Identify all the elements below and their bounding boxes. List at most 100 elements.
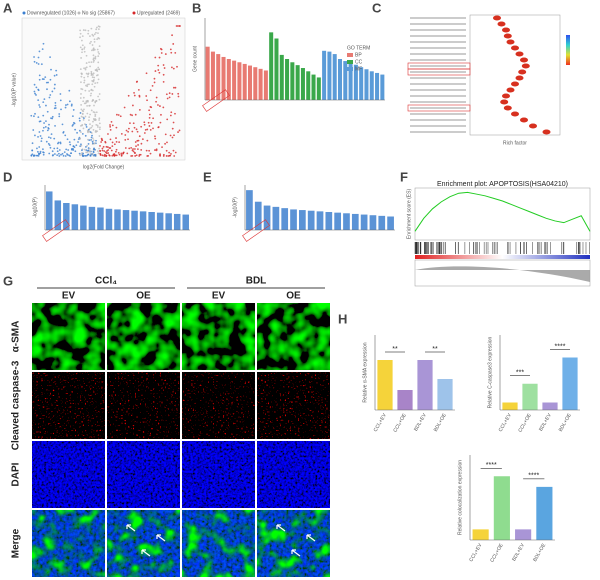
volcano-dot [154, 70, 157, 72]
volcano-dot [164, 142, 166, 145]
volcano-dot [112, 153, 115, 156]
volcano-dot [172, 86, 175, 89]
volcano-dot [35, 86, 38, 89]
volcano-dot [172, 43, 175, 45]
volcano-dot [165, 93, 168, 96]
bar [290, 209, 297, 230]
bar [472, 529, 489, 540]
volcano-dot [108, 154, 111, 156]
bar [316, 77, 321, 100]
volcano-dot [49, 94, 52, 96]
volcano-dot [89, 35, 91, 38]
volcano-dot [129, 113, 132, 116]
volcano-dot [31, 142, 34, 145]
volcano-dot [168, 96, 171, 99]
bar [246, 190, 253, 230]
volcano-dot [170, 51, 173, 54]
bar [348, 63, 353, 100]
volcano-dot [96, 81, 99, 84]
volcano-dot [39, 152, 42, 155]
bar [375, 72, 380, 100]
volcano-dot [35, 94, 37, 96]
bar [387, 216, 394, 230]
bar [156, 212, 164, 230]
volcano-dot [147, 121, 150, 124]
panel-label: E [203, 169, 212, 184]
x-tick-label: BDL+EV [538, 412, 553, 432]
volcano-dot [101, 147, 104, 150]
volcano-dot [93, 104, 95, 107]
volcano-dot [37, 56, 40, 59]
row-label: α-SMA [11, 321, 22, 353]
volcano-dot [84, 115, 87, 118]
volcano-dot [115, 126, 118, 129]
dot [493, 15, 501, 21]
bar [279, 54, 284, 100]
volcano-dot [81, 48, 84, 51]
volcano-dot [72, 149, 75, 151]
volcano-dot [90, 88, 93, 91]
volcano-dot [135, 145, 137, 148]
volcano-dot [177, 131, 179, 133]
volcano-dot [74, 128, 77, 131]
plot-frame [414, 187, 591, 241]
volcano-dot [149, 89, 152, 92]
volcano-dot [30, 114, 33, 117]
volcano-dot [63, 151, 66, 154]
x-tick-label: BDL+EV [511, 542, 526, 562]
volcano-dot [83, 123, 86, 125]
volcano-dot [37, 116, 40, 119]
axis-label: Relative colocalization expression [457, 460, 463, 535]
x-tick-label: CCl₄+OE [517, 412, 533, 433]
volcano-dot [138, 109, 141, 111]
bar [263, 70, 268, 100]
volcano-dot [85, 146, 87, 148]
volcano-dot [97, 32, 99, 35]
volcano-dot [79, 131, 82, 134]
volcano-dot [97, 66, 100, 69]
volcano-dot [134, 113, 137, 116]
volcano-dot [83, 108, 85, 111]
volcano-dot [37, 99, 40, 101]
volcano-dot [99, 149, 101, 152]
volcano-dot [98, 147, 100, 150]
panel-label: B [192, 0, 201, 15]
volcano-dot [68, 89, 71, 92]
volcano-dot [178, 129, 181, 132]
volcano-dot [70, 103, 73, 106]
volcano-dot [158, 142, 160, 145]
volcano-dot [89, 123, 91, 126]
volcano-dot [74, 150, 77, 153]
volcano-dot [38, 131, 41, 133]
volcano-dot [78, 119, 81, 122]
volcano-dot [159, 47, 162, 50]
volcano-dot [107, 133, 109, 135]
volcano-dot [84, 67, 87, 70]
micro-image [107, 441, 180, 508]
legend-dot [132, 11, 136, 15]
micro-image [107, 303, 180, 370]
volcano-dot [37, 63, 40, 65]
bar [377, 360, 393, 410]
volcano-dot [42, 42, 45, 45]
volcano-dot [92, 139, 95, 142]
volcano-dot [91, 76, 94, 79]
volcano-dot [79, 137, 82, 140]
volcano-dot [64, 134, 67, 137]
panel-label: G [3, 273, 13, 288]
bar [148, 212, 155, 230]
volcano-dot [88, 61, 90, 64]
volcano-dot [88, 119, 90, 122]
volcano-dot [58, 155, 61, 157]
volcano-dot [146, 128, 149, 131]
volcano-dot [39, 150, 42, 153]
bar [369, 71, 374, 100]
volcano-dot [85, 66, 88, 69]
volcano-dot [47, 142, 50, 145]
volcano-dot [83, 81, 86, 84]
dot [497, 21, 506, 27]
volcano-dot [137, 88, 140, 91]
volcano-dot [135, 81, 138, 83]
bar [216, 54, 221, 100]
volcano-dot [135, 154, 138, 157]
